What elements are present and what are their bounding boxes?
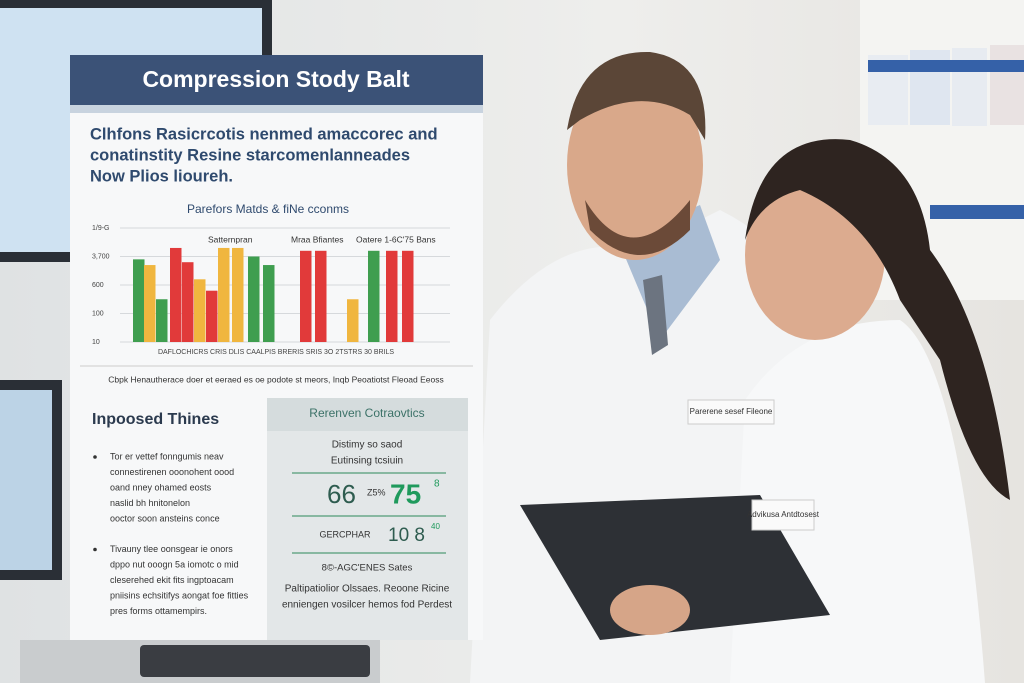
hair [567, 51, 706, 140]
bar [206, 290, 218, 342]
intro-line: Now Plios lioureh. [90, 167, 233, 185]
stat: 66 [327, 479, 356, 509]
head [567, 70, 703, 260]
tie [643, 275, 668, 355]
bullet-line: dppo nut ooogn 5a iomotc o mid [110, 559, 239, 569]
box [952, 48, 987, 126]
bar [194, 279, 206, 342]
badge-text: Parerene sesef Fileone [690, 407, 773, 416]
chart-title: Parefors Matds & fiNe cconms [187, 202, 349, 216]
stat: 10 8 [388, 525, 425, 546]
stat-label: GERCPHAR [319, 529, 371, 539]
bar [402, 250, 414, 342]
badge [687, 399, 775, 425]
stats-line: Eutinsing tcsiuin [331, 456, 403, 467]
bullet-line: pres forms ottamempirs. [110, 606, 207, 616]
legend-label: Mraa Bfiantes [291, 234, 343, 244]
box-label [868, 60, 1024, 72]
monitor-screen [0, 390, 52, 570]
stats-foot: Paltipatiolior Olssaes. Reoone Ricine [285, 584, 450, 595]
bar [182, 262, 194, 342]
bar [315, 250, 327, 342]
stat-highlight: 75 [390, 478, 421, 509]
header-strip [70, 105, 483, 113]
bar [368, 250, 380, 342]
bar [300, 250, 312, 342]
box-label [930, 205, 1024, 219]
box [990, 45, 1024, 125]
bullet-dot [93, 455, 97, 459]
y-tick-label: 10 [92, 339, 100, 346]
stats-header [267, 398, 468, 431]
stat-unit: Z5% [367, 487, 386, 497]
bullet-line: oand nney ohamed eosts [110, 482, 212, 492]
panel-header [70, 55, 483, 105]
y-tick-label: 600 [92, 282, 104, 289]
bullet-line: connestirenen ooonohent oood [110, 467, 234, 477]
bullet-dot [93, 547, 97, 552]
stat-sup: 40 [431, 522, 440, 531]
badge [751, 499, 815, 531]
bar [156, 299, 168, 342]
bar [263, 265, 275, 342]
bar [248, 256, 260, 342]
bullet-line: naslid bh hnitonelon [110, 498, 190, 508]
stats-line: Distimy so saod [332, 440, 403, 451]
bar [218, 247, 230, 342]
bullet-line: Tor er vettef fonngumis neav [110, 451, 224, 461]
caption: Cbpk Henautherace doer et eeraed es oe p… [108, 374, 444, 384]
intro-line: conatinstity Resine starcomenlanneades [90, 146, 410, 164]
bar [133, 259, 145, 342]
tablet [520, 495, 830, 640]
legend-label: Satternpran [208, 234, 253, 244]
panel-title: Compression Stody Balt [142, 66, 409, 92]
intro-line: Clhfons Rasicrcotis nenmed amaccorec and [90, 125, 438, 143]
legend-label: Oatere 1-6C'75 Bans [356, 234, 436, 244]
stat-sub: 8©-AGC'ENES Sates [322, 563, 413, 574]
bar [232, 247, 244, 342]
hand [610, 585, 690, 635]
bullet-line: pniisins echsitifys aongat foe fitties [110, 590, 249, 600]
stats-box [267, 398, 468, 640]
bar [347, 299, 359, 342]
bar [386, 250, 398, 342]
badge-text: Advikusa Antdtosest [747, 510, 820, 519]
stat-sup: 8 [434, 479, 440, 490]
keyboard [140, 645, 370, 677]
bullet-line: cleserehed ekit fits ingptoacam [110, 575, 234, 585]
hair [745, 139, 1010, 500]
beard [585, 200, 690, 255]
bullet-line: Tivauny tlee oonsgear ie onors [110, 544, 233, 554]
y-tick-label: 1/9-G [92, 225, 110, 232]
bar [170, 247, 182, 342]
x-axis-labels: DAFLOCHICRS CRIS DLIS CAALPIS BRERIS SRI… [158, 349, 394, 356]
bar [144, 265, 156, 342]
bullet-line: ooctor soon ansteins conce [110, 513, 220, 523]
stats-foot: enniengen vosilcer hemos fod Perdest [282, 600, 452, 611]
y-tick-label: 3,700 [92, 253, 110, 260]
y-tick-label: 100 [92, 310, 104, 317]
stats-title: Rerenven Cotraovtics [309, 406, 424, 420]
section-title: Inpoosed Thines [92, 411, 219, 428]
